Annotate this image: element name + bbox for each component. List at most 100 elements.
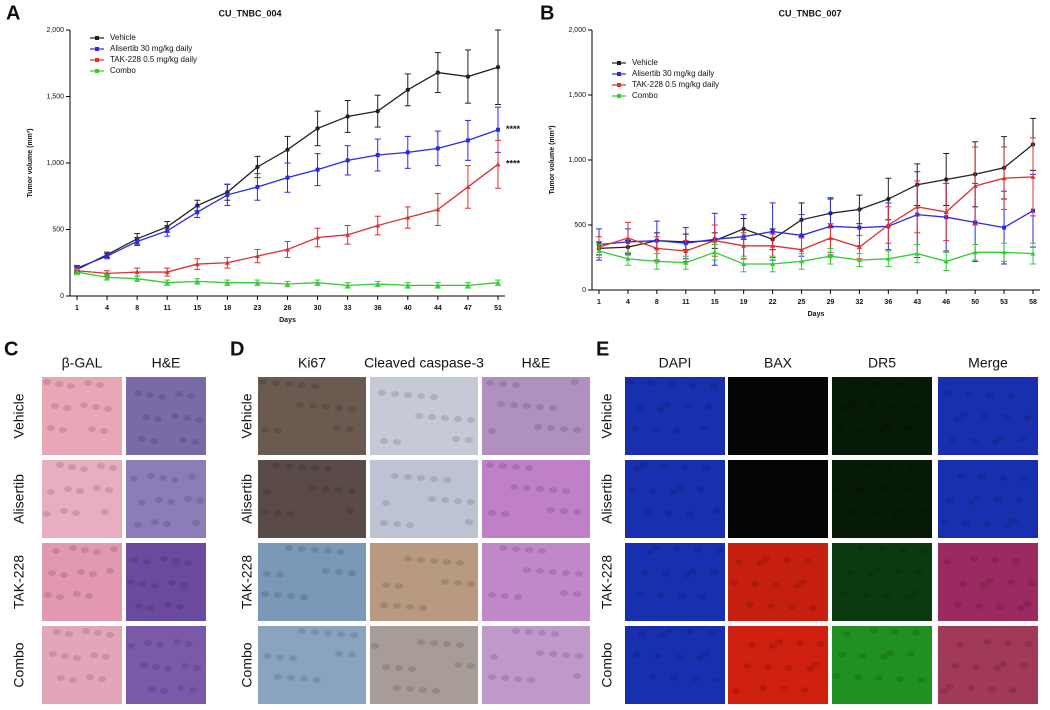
cell-texture bbox=[975, 603, 983, 609]
cell-texture bbox=[907, 651, 915, 657]
cell-texture bbox=[1015, 497, 1023, 503]
cell-texture bbox=[786, 496, 794, 502]
cell-texture bbox=[309, 485, 317, 491]
cell-texture bbox=[298, 464, 306, 470]
cell-texture bbox=[69, 677, 77, 683]
cell-texture bbox=[490, 654, 498, 660]
cell-texture bbox=[525, 465, 533, 471]
cell-texture bbox=[486, 380, 494, 386]
cell-texture bbox=[894, 568, 902, 574]
cell-texture bbox=[130, 476, 138, 482]
x-tick-label: 1 bbox=[597, 299, 601, 306]
cell-texture bbox=[63, 405, 71, 411]
cell-texture bbox=[1004, 640, 1012, 646]
cell-texture bbox=[155, 497, 163, 503]
point bbox=[683, 248, 689, 253]
cell-texture bbox=[454, 416, 462, 422]
cell-texture bbox=[415, 413, 423, 419]
cell-texture bbox=[1010, 518, 1018, 524]
y-axis-label: Tumor volume (mm³) bbox=[549, 125, 556, 194]
point bbox=[315, 234, 321, 240]
cell-texture bbox=[92, 404, 100, 410]
cell-texture bbox=[68, 464, 76, 470]
legend-label: TAK-228 0.5 mg/kg daily bbox=[632, 80, 719, 89]
cell-texture bbox=[346, 508, 354, 514]
cell-texture bbox=[769, 643, 777, 649]
cell-texture bbox=[110, 546, 118, 552]
cell-texture bbox=[859, 653, 867, 659]
cell-texture bbox=[897, 507, 905, 513]
cell-texture bbox=[896, 676, 904, 682]
cell-texture bbox=[649, 674, 657, 680]
cell-texture bbox=[738, 498, 746, 504]
y-axis-label: Tumor volume (mm³) bbox=[27, 128, 34, 197]
cell-texture bbox=[335, 487, 343, 493]
legend-marker bbox=[95, 47, 99, 51]
cell-texture bbox=[993, 665, 1001, 671]
point bbox=[465, 282, 471, 288]
point bbox=[164, 269, 170, 275]
point bbox=[799, 258, 805, 264]
cell-texture bbox=[90, 652, 98, 658]
cell-texture bbox=[988, 686, 996, 692]
point bbox=[1030, 174, 1036, 179]
micrograph bbox=[728, 543, 828, 621]
cell-texture bbox=[82, 628, 90, 634]
cell-texture bbox=[778, 392, 786, 398]
cell-texture bbox=[525, 629, 533, 635]
cell-texture bbox=[883, 593, 891, 599]
cell-texture bbox=[951, 663, 959, 669]
cell-texture bbox=[55, 381, 63, 387]
cell-texture bbox=[510, 484, 518, 490]
cell-texture bbox=[164, 602, 172, 608]
cell-texture bbox=[1009, 687, 1017, 693]
cell-texture bbox=[910, 590, 918, 596]
cell-texture bbox=[179, 437, 187, 443]
x-tick-label: 30 bbox=[314, 305, 322, 312]
point bbox=[105, 254, 110, 259]
cell-texture bbox=[796, 522, 804, 528]
legend-label: Vehicle bbox=[110, 33, 136, 42]
point bbox=[654, 258, 660, 264]
cell-texture bbox=[762, 556, 770, 562]
cell-texture bbox=[313, 677, 321, 683]
cell-texture bbox=[98, 676, 106, 682]
legend-label: Combo bbox=[110, 66, 136, 75]
cell-texture bbox=[59, 427, 67, 433]
micrograph bbox=[625, 626, 725, 704]
micrograph bbox=[126, 377, 206, 455]
cell-texture bbox=[163, 521, 171, 527]
cell-texture bbox=[80, 402, 88, 408]
cell-texture bbox=[1020, 476, 1028, 482]
cell-texture bbox=[143, 559, 151, 565]
x-tick-label: 23 bbox=[254, 305, 262, 312]
y-tick-label: 1,000 bbox=[568, 157, 586, 164]
cell-texture bbox=[380, 438, 388, 444]
cell-texture bbox=[844, 462, 852, 468]
row-label: Vehicle bbox=[599, 393, 615, 438]
cell-texture bbox=[171, 413, 179, 419]
cell-texture bbox=[875, 675, 883, 681]
cell-texture bbox=[846, 570, 854, 576]
point bbox=[712, 249, 718, 255]
micrograph bbox=[370, 626, 478, 704]
cell-texture bbox=[783, 557, 791, 563]
cell-texture bbox=[1017, 605, 1025, 611]
cell-texture bbox=[151, 519, 159, 525]
cell-texture bbox=[158, 394, 166, 400]
cell-texture bbox=[127, 579, 135, 585]
cell-texture bbox=[287, 511, 295, 517]
cell-texture bbox=[382, 582, 390, 588]
cell-texture bbox=[523, 403, 531, 409]
cell-texture bbox=[499, 463, 507, 469]
cell-texture bbox=[348, 488, 356, 494]
cell-texture bbox=[380, 520, 388, 526]
cell-texture bbox=[131, 557, 139, 563]
cell-texture bbox=[454, 498, 462, 504]
cell-texture bbox=[770, 474, 778, 480]
point bbox=[496, 127, 500, 132]
x-tick-label: 26 bbox=[284, 305, 292, 312]
cell-texture bbox=[263, 571, 271, 577]
cell-texture bbox=[488, 428, 496, 434]
cell-texture bbox=[52, 548, 60, 554]
